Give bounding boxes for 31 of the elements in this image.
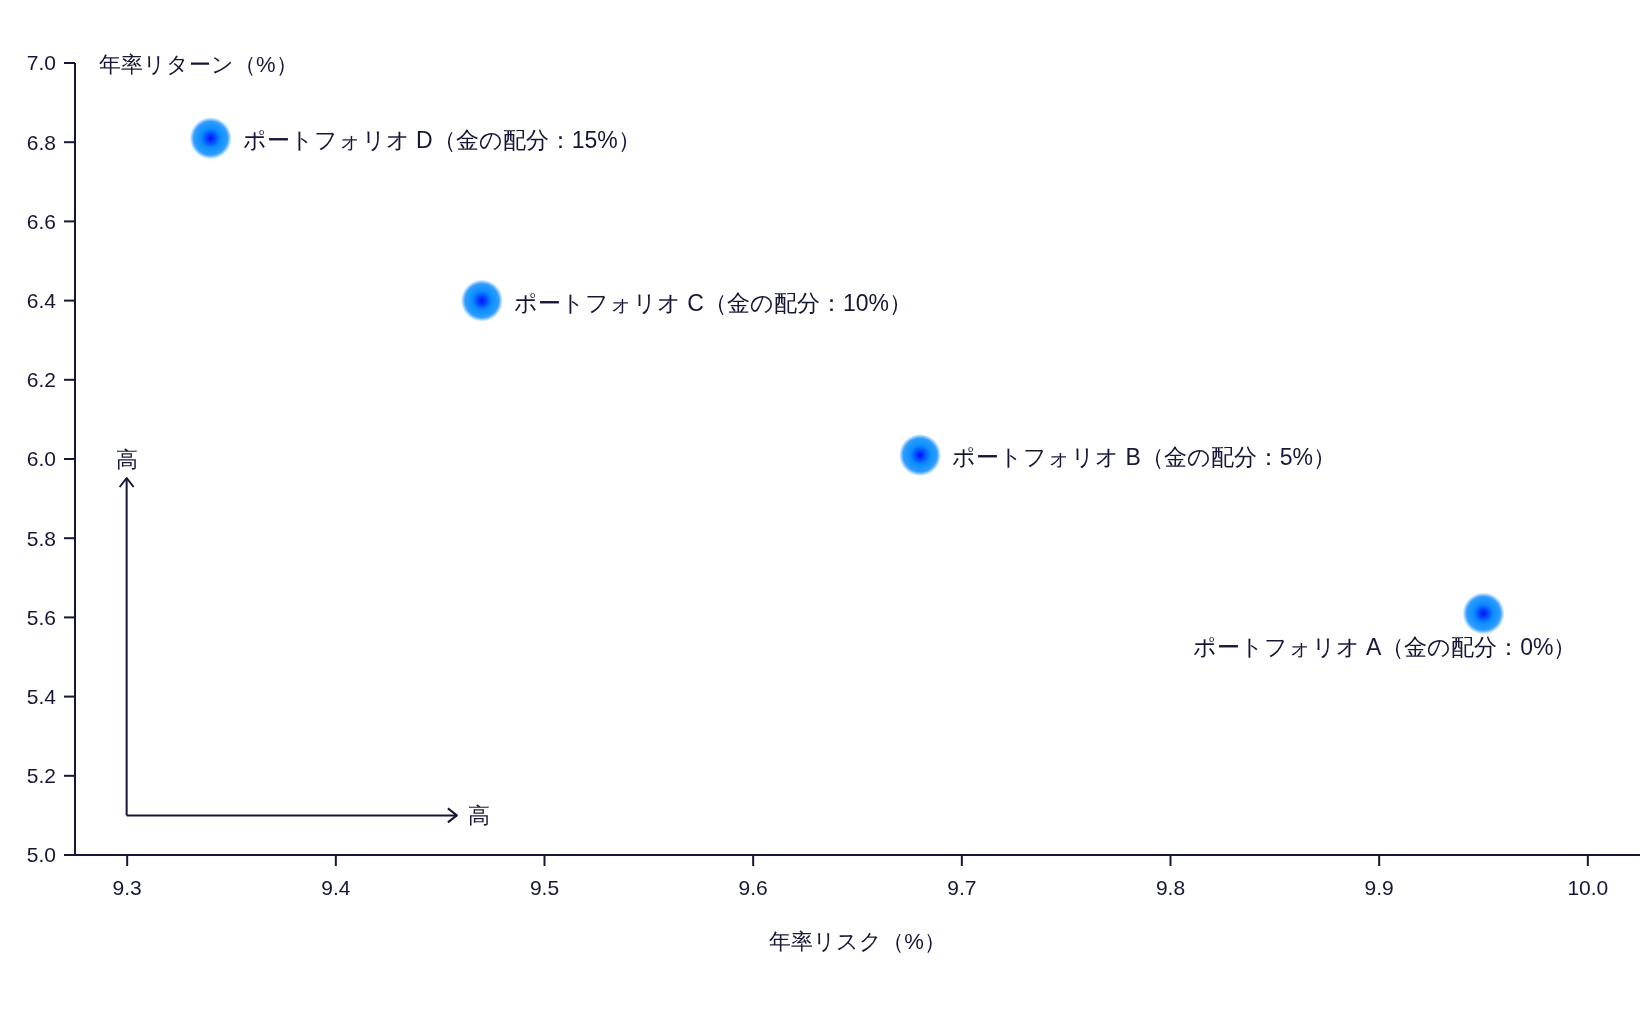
x-tick-label: 9.5 xyxy=(529,875,560,899)
x-tick-label: 9.3 xyxy=(112,875,142,899)
point xyxy=(460,279,503,322)
annotation: 高 xyxy=(115,446,138,472)
y-axis-title: 年率リターン（%） xyxy=(99,51,298,77)
point xyxy=(189,117,232,160)
y-tick-label: 6.0 xyxy=(26,447,56,471)
x-tick-label: 9.6 xyxy=(738,875,768,899)
y-tick-label: 5.6 xyxy=(26,605,56,629)
y-tick-label: 6.8 xyxy=(26,130,56,154)
series-label: ポートフォリオ B（金の配分：5%） xyxy=(952,444,1337,471)
point xyxy=(1462,592,1505,635)
series-label: ポートフォリオ D（金の配分：15%） xyxy=(242,127,641,154)
x-tick-label: 9.9 xyxy=(1364,875,1394,899)
annotation: 高 xyxy=(467,802,490,828)
y-tick-label: 5.0 xyxy=(26,843,56,867)
x-tick-label: 10.0 xyxy=(1567,875,1609,899)
y-tick-label: 6.6 xyxy=(26,209,56,233)
series-label: ポートフォリオ C（金の配分：10%） xyxy=(513,289,912,316)
y-tick-label: 6.4 xyxy=(26,289,57,313)
x-tick-label: 9.8 xyxy=(1155,875,1186,899)
x-axis-title: 年率リスク（%） xyxy=(769,928,946,954)
y-tick-label: 5.2 xyxy=(26,764,56,788)
y-tick-label: 5.8 xyxy=(26,526,56,550)
x-tick-label: 9.4 xyxy=(321,875,351,899)
y-tick-label: 7.0 xyxy=(26,51,56,75)
x-tick-label: 9.7 xyxy=(947,875,977,899)
point xyxy=(899,434,942,477)
y-tick-label: 6.2 xyxy=(26,368,56,392)
y-tick-label: 5.4 xyxy=(26,685,57,709)
text: ポートフォリオ A（金の配分：0%） xyxy=(1192,634,1577,661)
